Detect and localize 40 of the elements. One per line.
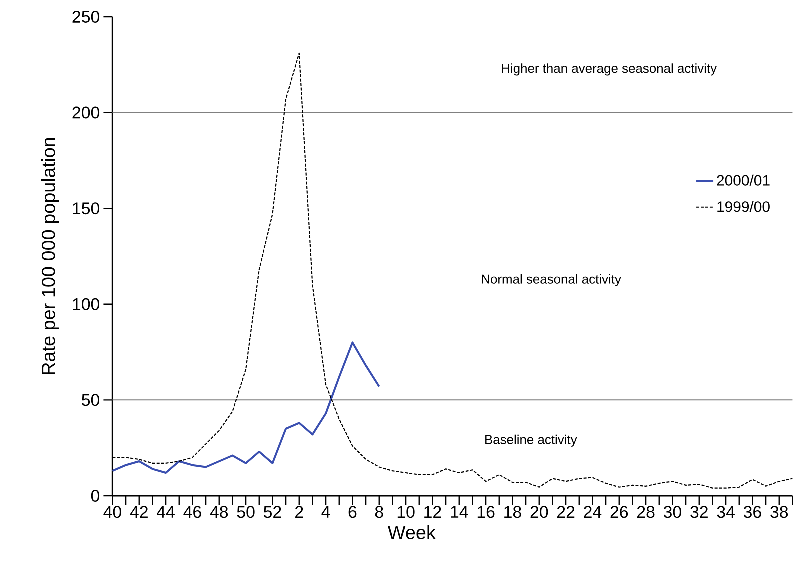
x-tick-label: 14: [451, 506, 468, 518]
x-tick-label: 40: [104, 506, 122, 518]
annotation: Higher than average seasonal activity: [502, 64, 718, 76]
x-tick-label: 36: [744, 506, 762, 518]
x-tick-label: 26: [610, 506, 628, 518]
y-tick-label: 200: [72, 106, 100, 119]
x-tick-label: 18: [504, 506, 522, 518]
x-tick-label: 4: [322, 506, 330, 518]
y-tick-label: 100: [73, 298, 100, 310]
x-axis-title: Week: [388, 526, 436, 540]
x-tick-label: 10: [398, 506, 415, 518]
x-tick-label: 50: [237, 506, 255, 518]
line-series: [112, 342, 380, 474]
annotation: Normal seasonal activity: [482, 274, 622, 286]
y-tick-label: 50: [82, 394, 100, 406]
x-tick-label: 38: [770, 506, 788, 518]
x-tick-label: 8: [375, 506, 384, 518]
x-tick-label: 28: [637, 506, 655, 518]
x-tick-label: 30: [664, 506, 682, 518]
x-tick-label: 52: [264, 506, 282, 518]
x-tick-label: 48: [210, 506, 228, 518]
x-tick-label: 20: [530, 506, 548, 518]
x-tick-label: 12: [424, 506, 442, 518]
y-tick-label: 250: [72, 10, 100, 23]
x-tick-label: 42: [130, 506, 148, 518]
x-tick-label: 22: [557, 506, 575, 518]
y-axis-title: Rate per 100 000 population: [41, 138, 60, 374]
legend-label: 2000/01: [717, 174, 770, 186]
annotation: Baseline activity: [486, 434, 578, 447]
x-tick-label: 32: [690, 506, 708, 518]
x-tick-label: 34: [717, 506, 735, 518]
x-tick-label: 2: [296, 506, 304, 518]
y-tick-label: 0: [91, 490, 100, 502]
x-tick-label: 24: [584, 506, 602, 518]
x-tick-label: 44: [157, 506, 175, 518]
y-tick-label: 150: [73, 202, 100, 215]
legend-label: 1999/00: [718, 201, 770, 212]
x-tick-label: 16: [478, 506, 495, 518]
x-tick-label: 46: [184, 506, 202, 518]
x-tick-label: 6: [348, 506, 357, 518]
